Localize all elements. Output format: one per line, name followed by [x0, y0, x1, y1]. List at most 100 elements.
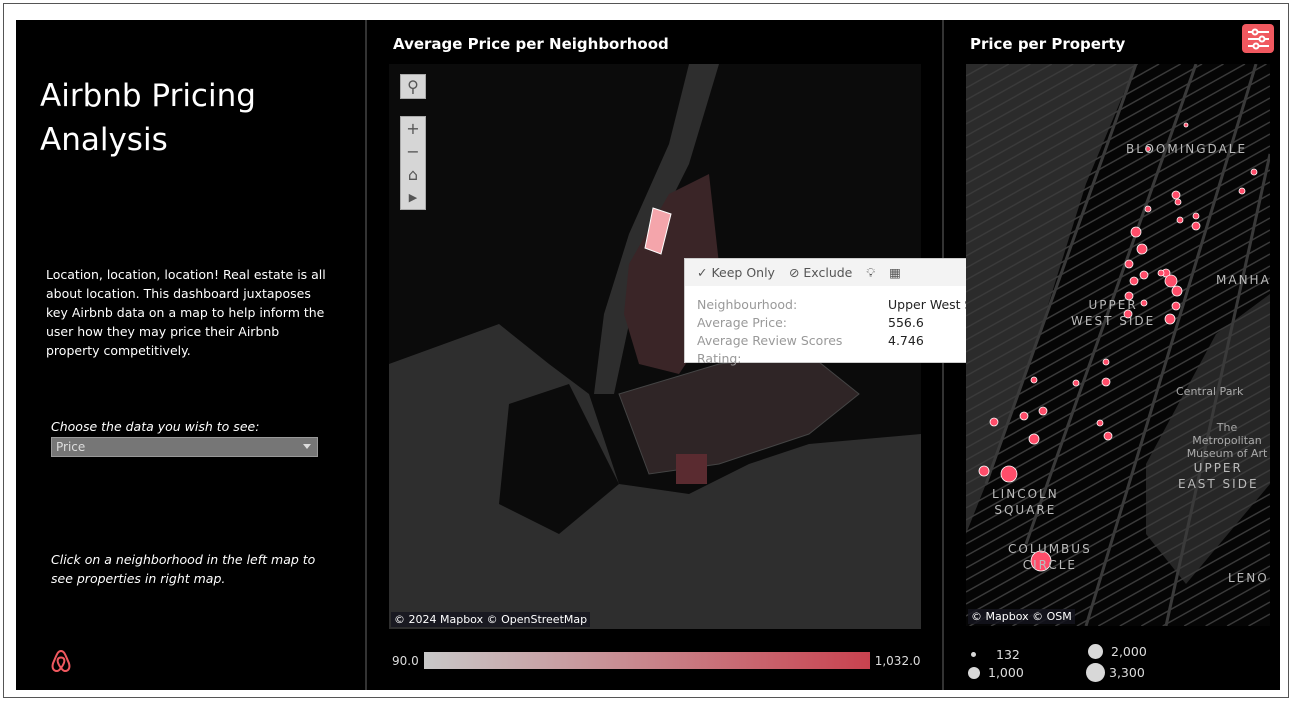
property-dot[interactable]	[1103, 431, 1113, 441]
color-legend: 90.0 1,032.0	[392, 652, 921, 669]
tooltip-row: Average Price: 556.6	[685, 314, 1002, 332]
size-legend-item: 2,000	[1088, 644, 1147, 659]
map-label: BLOOMINGDALE	[1126, 142, 1248, 156]
size-legend-item: 1,000	[968, 665, 1024, 680]
map-attribution[interactable]: © 2024 Mapbox © OpenStreetMap	[391, 612, 591, 627]
selected-neighborhood-upper-west-side[interactable]	[644, 207, 672, 255]
property-dot[interactable]	[1139, 270, 1149, 280]
property-dot[interactable]	[1000, 465, 1018, 483]
map-search-control[interactable]: ⚲	[400, 74, 426, 99]
property-dot[interactable]	[1140, 299, 1148, 307]
property-dot[interactable]	[1124, 259, 1134, 269]
street	[966, 64, 1139, 161]
size-dot	[971, 652, 976, 657]
street	[966, 217, 1270, 389]
property-dot[interactable]	[1101, 377, 1111, 387]
street	[1226, 601, 1270, 626]
size-label: 132	[996, 647, 1020, 662]
property-map[interactable]: BLOOMINGDALE MANHA UPPER WEST SIDE Centra…	[966, 64, 1270, 626]
street	[966, 445, 1270, 617]
property-dot[interactable]	[1157, 269, 1165, 277]
property-dot[interactable]	[1123, 309, 1133, 319]
map-label-line: WEST SIDE	[1071, 314, 1156, 328]
property-dot[interactable]	[1019, 411, 1029, 421]
street	[1205, 589, 1270, 626]
property-dot[interactable]	[1176, 216, 1184, 224]
keep-only-button[interactable]: ✓ Keep Only	[697, 265, 775, 280]
zoom-out-icon[interactable]: −	[406, 142, 420, 161]
property-dot[interactable]	[1238, 187, 1246, 195]
street	[966, 64, 1246, 221]
property-dot[interactable]	[1171, 285, 1183, 297]
hudson-river	[966, 64, 1136, 534]
property-dot[interactable]	[1096, 419, 1104, 427]
property-dot[interactable]	[1191, 221, 1201, 231]
property-dot[interactable]	[1164, 313, 1176, 325]
property-dot[interactable]	[1030, 376, 1038, 384]
property-dot[interactable]	[1130, 226, 1142, 238]
street	[966, 373, 1270, 545]
street	[966, 229, 1270, 401]
property-dot[interactable]	[1174, 198, 1182, 206]
property-dot[interactable]	[1072, 379, 1080, 387]
street	[966, 64, 1010, 89]
property-dot[interactable]	[1144, 205, 1152, 213]
property-dot[interactable]	[1164, 274, 1178, 288]
filter-controls-button[interactable]	[1242, 24, 1274, 53]
property-dot[interactable]	[1183, 122, 1189, 128]
property-dot[interactable]	[1124, 291, 1134, 301]
neighborhood-map[interactable]: ⚲ + − ⌂ ▶ © 2024 Mapbox © OpenStreetMap	[389, 64, 921, 629]
caret-down-icon	[303, 444, 311, 449]
street	[1097, 529, 1270, 626]
street	[1119, 541, 1270, 626]
map-label-line: COLUMBUS	[1008, 542, 1092, 556]
street	[990, 469, 1270, 626]
property-dot[interactable]	[1171, 301, 1181, 311]
map-label: MANHA	[1216, 273, 1270, 287]
map-attribution[interactable]: © Mapbox © OSM	[968, 609, 1075, 624]
street	[966, 64, 1074, 125]
neighborhood-map-title: Average Price per Neighborhood	[393, 35, 669, 53]
search-icon[interactable]: ⚲	[407, 77, 419, 96]
play-icon[interactable]: ▶	[408, 191, 418, 204]
property-dot[interactable]	[1038, 406, 1048, 416]
property-dot[interactable]	[1030, 550, 1052, 572]
tooltip-value: 556.6	[888, 315, 924, 330]
avenue	[984, 64, 1138, 485]
property-dot[interactable]	[1250, 168, 1258, 176]
street	[966, 109, 1270, 281]
neighborhood-polygon[interactable]	[676, 454, 707, 484]
parameter-label: Choose the data you wish to see:	[51, 419, 260, 434]
title-line: Airbnb Pricing	[40, 78, 256, 114]
property-dot[interactable]	[1028, 433, 1040, 445]
map-label: COLUMBUS CIRCLE	[1008, 541, 1092, 573]
lightbulb-icon[interactable]: 💡︎	[866, 264, 876, 280]
map-label-line: CIRCLE	[1022, 558, 1077, 572]
tooltip-value: Upper West Side	[888, 297, 992, 312]
tooltip-key: Average Price:	[697, 315, 788, 330]
home-icon[interactable]: ⌂	[407, 165, 419, 184]
exclude-label: Exclude	[803, 265, 853, 280]
property-dot[interactable]	[1171, 190, 1181, 200]
street	[966, 193, 1270, 365]
zoom-in-icon[interactable]: +	[406, 119, 420, 138]
size-legend-item: 132	[971, 647, 1020, 662]
property-dot[interactable]	[1129, 276, 1139, 286]
property-dot[interactable]	[1102, 358, 1110, 366]
street	[966, 409, 1270, 581]
data-parameter-dropdown[interactable]: Price	[51, 437, 318, 457]
property-dot[interactable]	[1192, 212, 1200, 220]
tooltip-row: Neighbourhood: Upper West Side	[685, 296, 1002, 314]
map-label: UPPER WEST SIDE	[1071, 297, 1155, 329]
exclude-button[interactable]: ⊘ Exclude	[788, 265, 853, 280]
view-data-icon[interactable]: ▦	[889, 265, 901, 280]
tooltip-actions: ✓ Keep Only ⊘ Exclude 💡︎ ▦	[685, 259, 1002, 286]
property-dot[interactable]	[978, 465, 990, 477]
street	[966, 73, 1270, 245]
property-dot[interactable]	[1145, 146, 1151, 152]
property-dot[interactable]	[989, 417, 999, 427]
street	[966, 64, 1181, 185]
street	[969, 457, 1270, 626]
size-dot	[1086, 663, 1105, 682]
property-dot[interactable]	[1136, 243, 1148, 255]
